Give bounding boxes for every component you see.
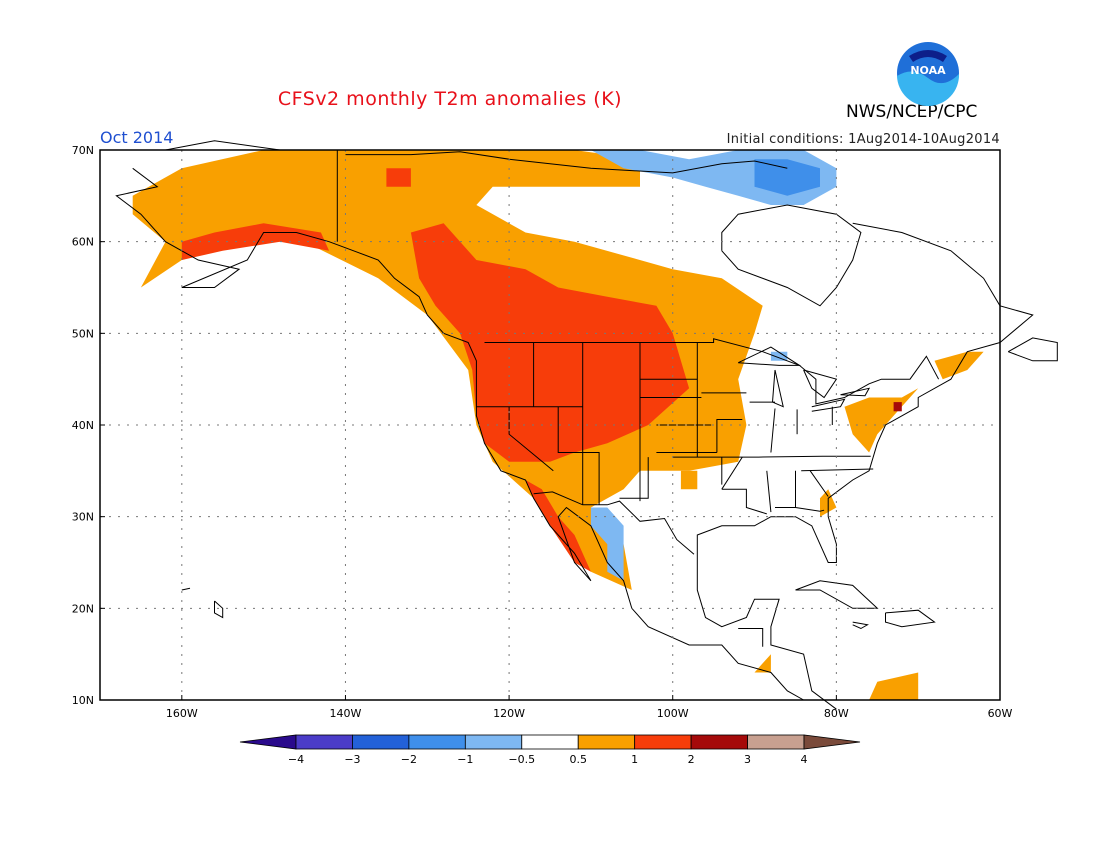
colorbar-label: 3 [744, 753, 751, 766]
lon-tick-label: 100W [657, 707, 689, 720]
coast-arctic-alaska [116, 140, 346, 151]
colorbar-box [295, 734, 353, 750]
anomaly-region-warm-1 [132, 150, 763, 590]
colorbar-label: 1 [631, 753, 638, 766]
coast-newfoundland [1007, 337, 1058, 362]
svg-text:NOAA: NOAA [910, 64, 946, 77]
colorbar-box [747, 734, 805, 750]
state-border [557, 406, 600, 505]
state-border [619, 457, 649, 499]
coast-hispaniola [885, 609, 936, 628]
anomaly-region-cool-1-mexico [590, 507, 624, 581]
lon-tick-label: 60W [988, 707, 1013, 720]
lon-tick-label: 120W [493, 707, 525, 720]
org-label: NWS/NCEP/CPC [846, 102, 978, 122]
anomaly-region-warm-3 [893, 402, 902, 412]
coast-cuba [795, 580, 879, 609]
colorbar-label: −4 [288, 753, 304, 766]
anomaly-region-warm-1-east [844, 388, 919, 453]
state-border [672, 455, 871, 458]
colorbar-box [577, 734, 636, 750]
colorbar-box [634, 734, 692, 750]
colorbar: −4 −3 −2 −1 −0.5 0.5 1 2 3 4 [239, 734, 861, 766]
colorbar-label: −3 [344, 753, 360, 766]
lat-tick-label: 20N [72, 602, 94, 615]
colorbar-end-high [803, 734, 861, 750]
anomaly-region-warm-1-texas [680, 470, 698, 490]
coast-pacific [115, 167, 804, 701]
border-us-canada [484, 338, 940, 405]
forecast-period: Oct 2014 [100, 128, 174, 147]
anomaly-region-warm-2-yukon [386, 168, 411, 187]
coast-hawaii-2 [214, 600, 224, 619]
lat-tick-label: 60N [72, 236, 94, 249]
colorbar-label: −1 [457, 753, 473, 766]
coast-jamaica [852, 621, 869, 630]
lat-tick-label: 10N [72, 694, 94, 707]
colorbar-box [408, 734, 466, 750]
state-border [716, 419, 743, 453]
lon-tick-label: 80W [824, 707, 849, 720]
lat-tick-label: 70N [72, 144, 94, 157]
anomaly-region-warm-1-venezuela [869, 672, 919, 700]
anomaly-region-warm-1-plains [705, 434, 739, 453]
state-border [508, 406, 554, 472]
state-border [721, 488, 767, 515]
lat-tick-label: 30N [72, 511, 94, 524]
gridlines [100, 150, 1000, 700]
state-border [721, 456, 743, 490]
coast-atlantic-gulf [696, 222, 1034, 710]
chart-title: CFSv2 monthly T2m anomalies (K) [277, 88, 623, 110]
colorbar-box [352, 734, 410, 750]
lake-michigan [771, 369, 784, 408]
lon-tick-label: 140W [330, 707, 362, 720]
lake-erie [811, 398, 846, 412]
colorbar-label: 4 [801, 753, 808, 766]
colorbar-label: 0.5 [569, 753, 587, 766]
colorbar-label: −0.5 [508, 753, 535, 766]
state-border [770, 408, 776, 453]
coast-hawaii-1 [181, 587, 191, 591]
initial-conditions: Initial conditions: 1Aug2014-10Aug2014 [726, 132, 1000, 147]
colorbar-label: −2 [401, 753, 417, 766]
border-central-america [738, 628, 764, 647]
state-border [809, 470, 829, 497]
colorbar-end-low [239, 734, 297, 750]
state-border [801, 468, 874, 472]
coast-hudson-bay [721, 204, 862, 307]
state-border [775, 470, 796, 508]
lat-tick-label: 40N [72, 419, 94, 432]
anomaly-region-warm-1-centralam [754, 654, 771, 673]
noaa-logo: NOAA [897, 42, 960, 106]
colorbar-box [690, 734, 748, 750]
anomaly-region-cool-1-superior [770, 351, 788, 361]
colorbar-box [521, 734, 579, 750]
anomaly-region-warm-2-baja [525, 480, 591, 572]
border-us-mexico [533, 491, 695, 555]
lake-huron [803, 369, 838, 399]
anomaly-region-cool-2-arctic [754, 159, 820, 196]
lat-tick-label: 50N [72, 327, 94, 340]
state-border [766, 470, 772, 513]
coast-arctic-canada [345, 151, 788, 174]
colorbar-box [464, 734, 523, 750]
axis-ticks: 70N 60N 50N 40N 30N 20N 10N 160W 140W 120W 100W 80W… [72, 144, 1013, 720]
lon-tick-label: 160W [166, 707, 198, 720]
colorbar-label: 2 [688, 753, 695, 766]
state-border [795, 507, 825, 512]
